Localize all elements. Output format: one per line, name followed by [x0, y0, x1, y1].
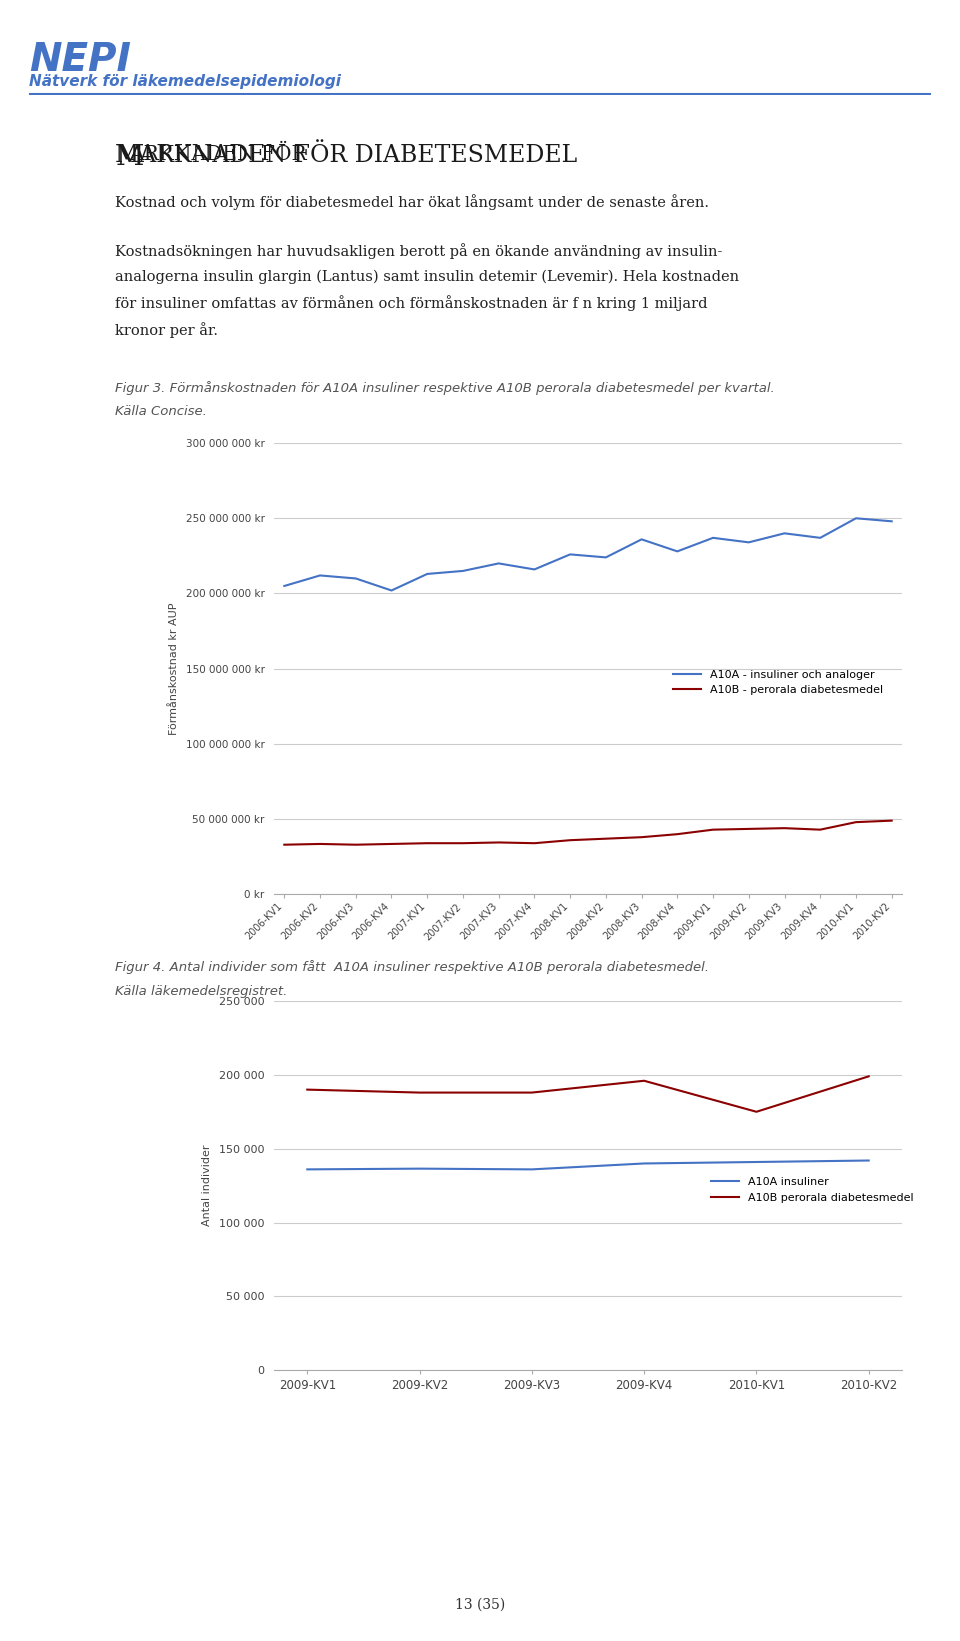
Y-axis label: Förmånskostnad kr AUP: Förmånskostnad kr AUP — [169, 602, 179, 735]
Text: analogerna insulin glargin (Lantus) samt insulin detemir (Levemir). Hela kostnad: analogerna insulin glargin (Lantus) samt… — [115, 269, 739, 284]
Text: för insuliner omfattas av förmånen och förmånskostnaden är f n kring 1 miljard: för insuliner omfattas av förmånen och f… — [115, 295, 708, 312]
Text: Figur 4. Antal individer som fått  A10A insuliner respektive A10B perorala diabe: Figur 4. Antal individer som fått A10A i… — [115, 960, 709, 975]
Text: Källa Concise.: Källa Concise. — [115, 405, 207, 418]
Text: 13 (35): 13 (35) — [455, 1598, 505, 1611]
Text: Kostnadsökningen har huvudsakligen berott på en ökande användning av insulin-: Kostnadsökningen har huvudsakligen berot… — [115, 243, 723, 259]
Text: kronor per år.: kronor per år. — [115, 322, 218, 338]
Text: Källa läkemedelsregistret.: Källa läkemedelsregistret. — [115, 985, 288, 998]
Text: NEPI: NEPI — [29, 41, 131, 79]
Legend: A10A insuliner, A10B perorala diabetesmedel: A10A insuliner, A10B perorala diabetesme… — [707, 1173, 918, 1208]
Text: Nätverk för läkemedelsepidemiologi: Nätverk för läkemedelsepidemiologi — [29, 74, 341, 89]
Text: Kostnad och volym för diabetesmedel har ökat långsamt under de senaste åren.: Kostnad och volym för diabetesmedel har … — [115, 194, 709, 210]
Text: ARKNADEN FÖR: ARKNADEN FÖR — [130, 144, 314, 164]
Text: M: M — [115, 144, 144, 171]
Legend: A10A - insuliner och analoger, A10B - perorala diabetesmedel: A10A - insuliner och analoger, A10B - pe… — [669, 665, 888, 699]
Y-axis label: Antal individer: Antal individer — [202, 1145, 212, 1226]
Text: MARKNADEN FÖR DIABETESMEDEL: MARKNADEN FÖR DIABETESMEDEL — [115, 144, 578, 167]
Text: Figur 3. Förmånskostnaden för A10A insuliner respektive A10B perorala diabetesme: Figur 3. Förmånskostnaden för A10A insul… — [115, 381, 775, 395]
